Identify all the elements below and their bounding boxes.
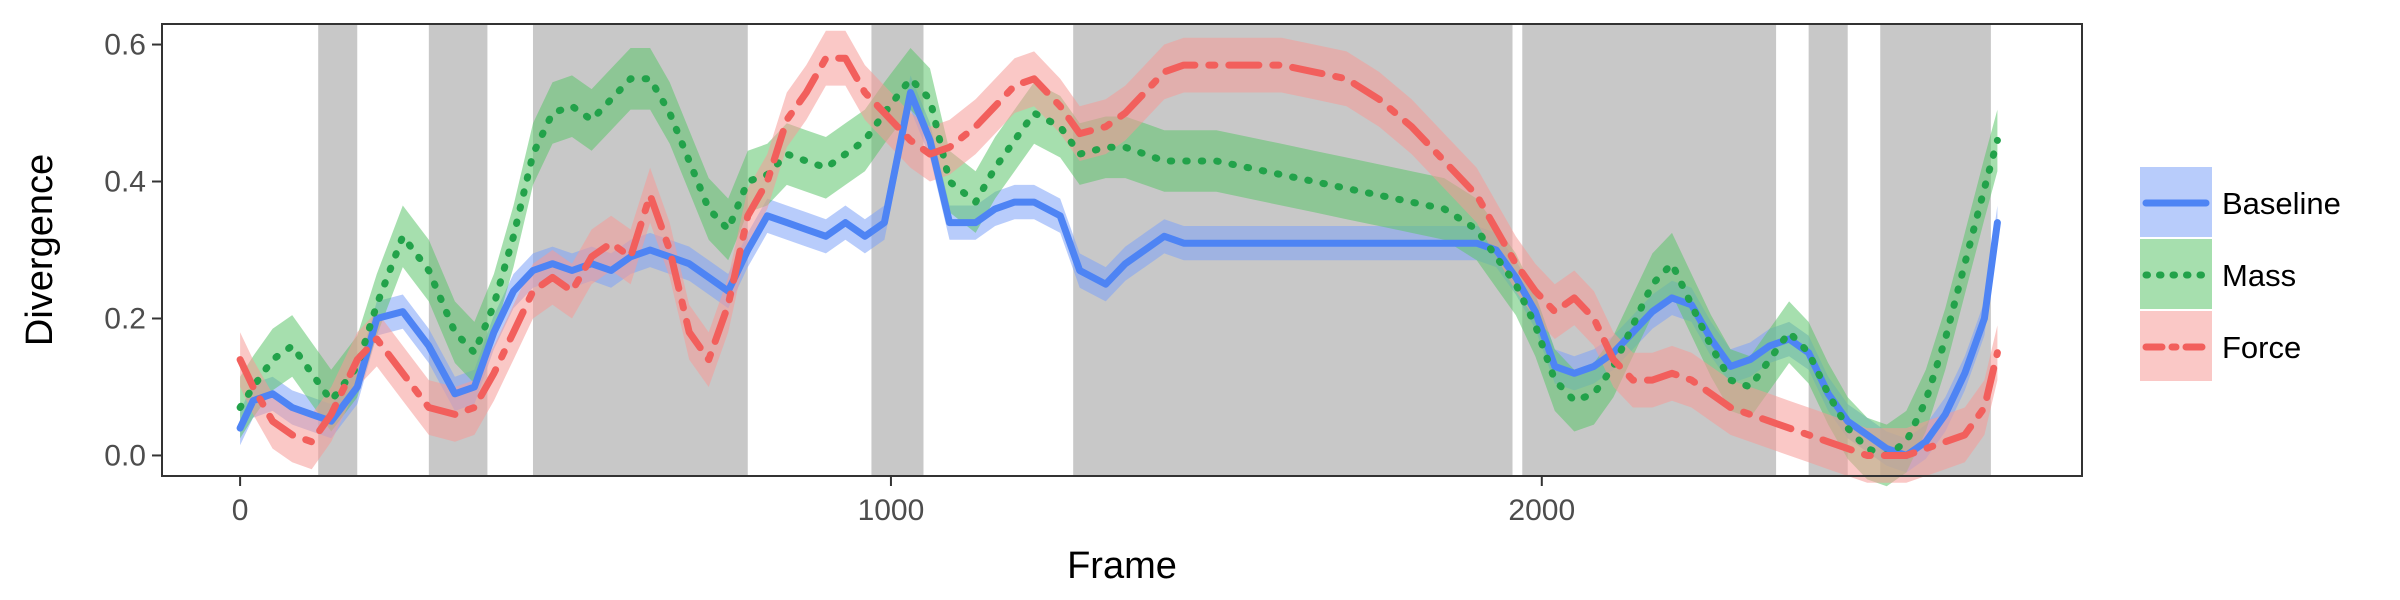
legend-item-force: Force bbox=[2140, 311, 2301, 381]
legend-label: Baseline bbox=[2222, 186, 2341, 221]
axes: 0 1000 2000 0.0 0.2 0.4 0.6 bbox=[104, 29, 1575, 527]
legend-item-mass: Mass bbox=[2140, 239, 2296, 309]
y-tick-label-0: 0.0 bbox=[104, 439, 146, 472]
line-mass bbox=[236, 75, 2001, 459]
y-tick-label-1: 0.2 bbox=[104, 302, 146, 335]
plot-panel-border bbox=[161, 23, 2083, 477]
band-mass bbox=[240, 48, 1998, 487]
line-force bbox=[236, 54, 2001, 459]
x-tick-label-1: 1000 bbox=[858, 494, 925, 527]
legend-label: Mass bbox=[2222, 258, 2296, 293]
x-axis-title: Frame bbox=[1067, 545, 1177, 587]
legend-label: Force bbox=[2222, 330, 2301, 365]
line-baseline bbox=[236, 89, 2001, 459]
x-tick-label-2: 2000 bbox=[1508, 494, 1575, 527]
y-tick-label-2: 0.4 bbox=[104, 166, 146, 199]
legend: Baseline Mass Force bbox=[2140, 167, 2341, 381]
legend-item-baseline: Baseline bbox=[2140, 167, 2341, 237]
x-tick-label-0: 0 bbox=[232, 494, 249, 527]
series-lines bbox=[236, 54, 2001, 459]
y-tick-label-3: 0.6 bbox=[104, 29, 146, 62]
y-axis-title: Divergence bbox=[19, 154, 61, 346]
